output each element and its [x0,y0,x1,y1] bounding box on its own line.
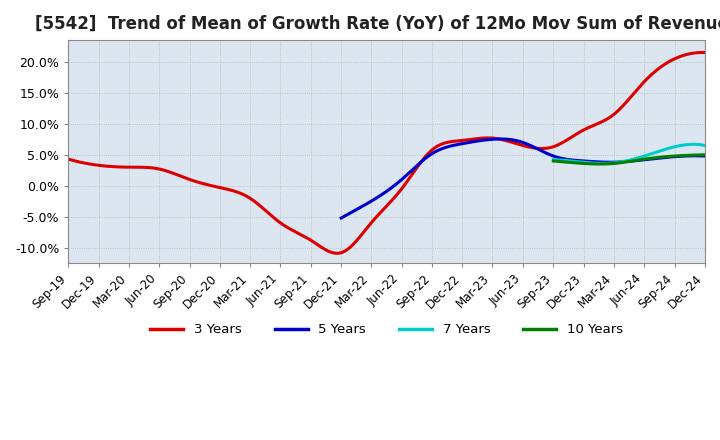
Legend: 3 Years, 5 Years, 7 Years, 10 Years: 3 Years, 5 Years, 7 Years, 10 Years [145,318,629,341]
Title: [5542]  Trend of Mean of Growth Rate (YoY) of 12Mo Mov Sum of Revenues: [5542] Trend of Mean of Growth Rate (YoY… [35,15,720,33]
